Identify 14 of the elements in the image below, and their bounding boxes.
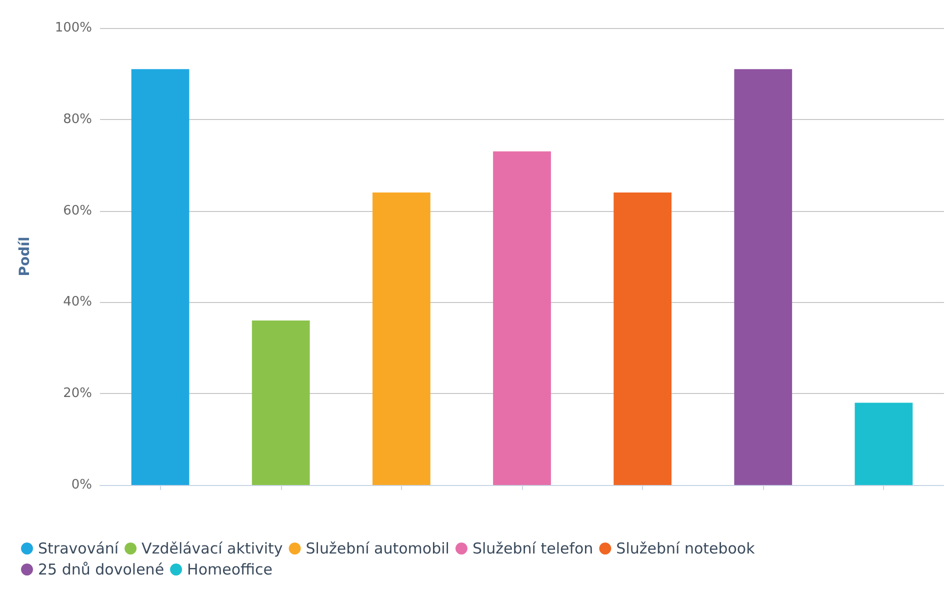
legend-label: Služební telefon (472, 540, 594, 558)
y-tick-label: 40% (63, 294, 92, 310)
y-axis-title: Podíl (17, 236, 33, 276)
legend-label: Homeoffice (187, 560, 272, 578)
y-tick-label: 100% (54, 20, 92, 36)
legend-label: Vzdělávací aktivity (142, 540, 283, 558)
legend-label: Služební notebook (616, 540, 756, 558)
y-tick-label: 60% (63, 203, 92, 218)
y-tick-label: 20% (63, 386, 92, 402)
legend-label: Stravování (38, 540, 120, 558)
legend-label: Služební automobil (306, 540, 450, 558)
legend-label: 25 dnů dovolené (38, 560, 164, 578)
y-tick-label: 80% (63, 112, 92, 127)
y-tick-label: 0% (71, 478, 92, 492)
